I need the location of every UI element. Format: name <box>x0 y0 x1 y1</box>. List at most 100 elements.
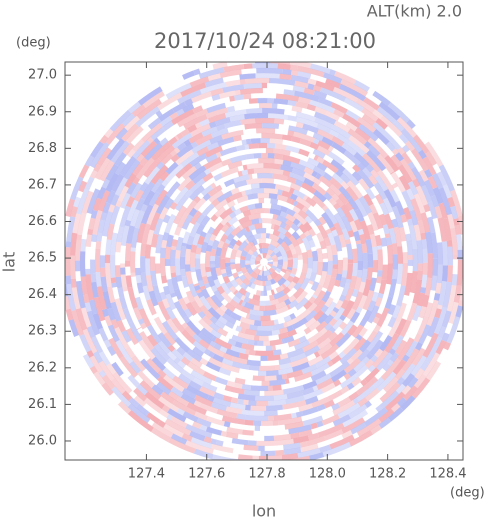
radar-echo <box>65 308 74 321</box>
radar-echo <box>244 112 269 120</box>
radar-echo <box>252 375 265 382</box>
radar-echo <box>407 180 419 196</box>
radar-echo <box>138 292 148 307</box>
radar-echo <box>226 380 236 388</box>
radar-echo <box>205 296 220 312</box>
radar-echo <box>194 284 201 292</box>
radar-echo <box>340 203 355 223</box>
radar-echo <box>301 363 318 375</box>
radar-echo <box>253 335 260 341</box>
radar-echo <box>300 182 317 195</box>
radar-echo <box>303 230 311 237</box>
radar-echo <box>362 152 382 173</box>
radar-echo <box>295 290 309 304</box>
radar-echo <box>173 188 181 197</box>
radar-echo <box>412 178 421 188</box>
radar-echo <box>185 180 196 191</box>
radar-echo <box>202 218 215 234</box>
radar-echo <box>256 67 283 75</box>
radar-echo <box>282 235 293 247</box>
radar-echo <box>430 275 438 291</box>
radar-echo <box>188 314 204 332</box>
radar-echo <box>322 72 343 84</box>
radar-echo <box>156 183 166 194</box>
radar-echo <box>245 138 252 145</box>
radar-echo <box>203 348 211 356</box>
radar-echo <box>363 407 388 427</box>
radar-echo <box>450 189 463 217</box>
radar-echo <box>333 221 344 236</box>
radar-echo <box>207 73 221 82</box>
radar-echo <box>98 340 113 360</box>
radar-echo <box>286 266 293 271</box>
radar-echo <box>221 139 243 151</box>
radar-echo <box>115 276 123 289</box>
radar-echo <box>238 352 249 360</box>
radar-echo <box>283 442 301 451</box>
radar-echo <box>358 368 372 381</box>
radar-echo <box>144 258 151 276</box>
radar-echo <box>169 192 178 201</box>
radar-echo <box>214 206 227 218</box>
radar-echo <box>238 272 244 278</box>
radar-echo <box>219 304 228 313</box>
radar-echo <box>86 349 95 358</box>
radar-echo <box>321 290 332 303</box>
radar-echo <box>249 309 264 317</box>
radar-echo <box>441 332 450 342</box>
radar-echo <box>194 394 213 407</box>
radar-echo <box>257 264 264 271</box>
x-tick-label: 128.0 <box>309 467 346 482</box>
radar-echo <box>193 162 202 170</box>
radar-echo <box>174 135 180 141</box>
radar-echo <box>117 185 130 202</box>
radar-echo <box>171 208 180 217</box>
radar-echo <box>140 122 163 143</box>
radar-echo <box>332 86 359 103</box>
radar-echo <box>395 383 406 395</box>
radar-echo <box>402 372 415 387</box>
radar-echo <box>330 200 338 207</box>
radar-echo <box>392 119 405 132</box>
radar-echo <box>331 147 347 161</box>
radar-echo <box>227 273 233 278</box>
radar-echo <box>391 334 405 351</box>
radar-echo <box>170 272 177 278</box>
radar-echo <box>114 326 130 350</box>
radar-echo <box>312 148 326 159</box>
radar-echo <box>256 274 262 281</box>
radar-echo <box>376 106 397 124</box>
radar-echo <box>93 371 106 386</box>
radar-echo <box>215 439 224 447</box>
radar-echo <box>250 282 257 290</box>
radar-echo <box>329 360 351 378</box>
radar-echo <box>195 247 202 255</box>
radar-echo <box>210 182 217 190</box>
radar-echo <box>355 182 368 197</box>
radar-echo <box>335 169 344 178</box>
y-unit: (deg) <box>16 36 51 51</box>
radar-echo <box>169 201 178 210</box>
radar-echo <box>286 317 299 327</box>
radar-echo <box>336 133 351 145</box>
radar-echo <box>219 345 228 354</box>
radar-echo <box>114 161 126 176</box>
radar-echo <box>307 157 320 167</box>
radar-echo <box>84 246 91 269</box>
radar-echo <box>131 104 146 118</box>
radar-echo <box>219 90 236 99</box>
radar-echo <box>403 206 412 220</box>
radar-echo <box>162 285 171 296</box>
radar-echo <box>210 328 222 340</box>
radar-echo <box>176 176 192 192</box>
radar-echo <box>191 139 212 154</box>
radar-echo <box>383 131 402 151</box>
radar-echo <box>222 352 234 361</box>
radar-echo <box>239 282 246 289</box>
radar-echo <box>321 287 328 293</box>
radar-echo <box>102 202 111 214</box>
radar-echo <box>424 302 434 318</box>
radar-echo <box>216 190 233 203</box>
radar-echo <box>165 181 181 198</box>
radar-echo <box>161 178 170 187</box>
